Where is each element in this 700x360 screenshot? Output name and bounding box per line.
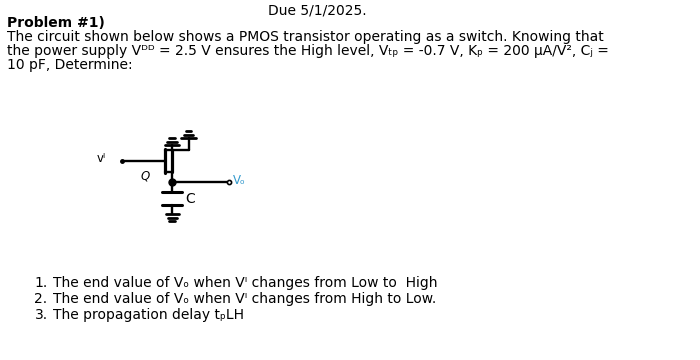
Text: the power supply Vᴰᴰ = 2.5 V ensures the High level, Vₜₚ = -0.7 V, Kₚ = 200 μA/V: the power supply Vᴰᴰ = 2.5 V ensures the… <box>7 44 609 58</box>
Text: The end value of Vₒ when Vᴵ changes from Low to  High: The end value of Vₒ when Vᴵ changes from… <box>52 276 437 290</box>
Text: 3.: 3. <box>34 308 48 322</box>
Text: The circuit shown below shows a PMOS transistor operating as a switch. Knowing t: The circuit shown below shows a PMOS tra… <box>7 30 604 44</box>
Text: vᴵ: vᴵ <box>97 152 106 165</box>
Text: 1.: 1. <box>34 276 48 290</box>
Text: Due 5/1/2025.: Due 5/1/2025. <box>268 3 367 17</box>
Text: 2.: 2. <box>34 292 48 306</box>
Text: Problem #1): Problem #1) <box>7 16 105 30</box>
Text: The end value of Vₒ when Vᴵ changes from High to Low.: The end value of Vₒ when Vᴵ changes from… <box>52 292 436 306</box>
Text: Q: Q <box>141 169 150 182</box>
Text: The propagation delay tₚLH: The propagation delay tₚLH <box>52 308 244 322</box>
Text: Vₒ: Vₒ <box>233 174 246 186</box>
Text: C: C <box>185 192 195 206</box>
Text: 10 pF, Determine:: 10 pF, Determine: <box>7 58 133 72</box>
